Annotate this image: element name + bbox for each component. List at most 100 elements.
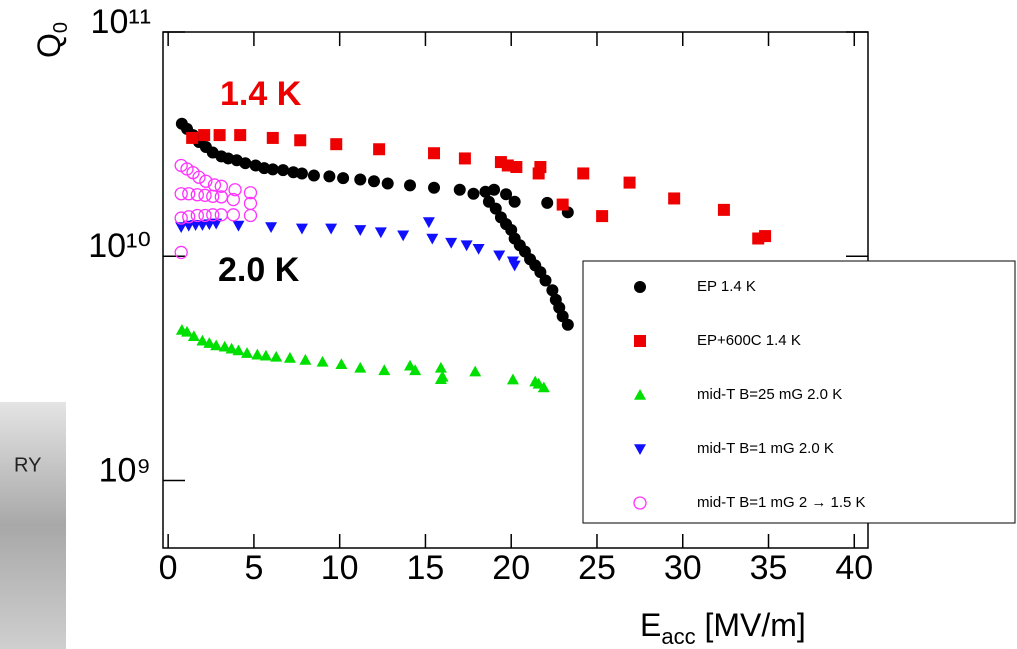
data-point — [500, 188, 513, 201]
data-point — [325, 223, 338, 235]
data-point — [539, 274, 552, 287]
data-point — [299, 353, 312, 365]
data-point — [226, 208, 240, 222]
data-point — [445, 237, 458, 249]
data-point — [243, 208, 258, 223]
x-tick-label: 25 — [578, 549, 616, 587]
data-point — [668, 192, 681, 205]
data-point — [198, 188, 212, 202]
x-tick-label: 10 — [321, 549, 359, 587]
y-axis-label: Q0 — [31, 22, 72, 58]
data-point — [537, 381, 550, 393]
data-point — [243, 186, 258, 200]
data-point — [378, 364, 391, 376]
data-point — [510, 161, 523, 174]
legend-label: mid-T B=25 mG 2.0 K — [697, 386, 842, 403]
data-point — [277, 164, 290, 177]
photo-fragment — [0, 402, 66, 649]
data-point — [354, 361, 367, 373]
data-point — [265, 222, 278, 234]
data-point — [428, 181, 441, 194]
legend-label: EP+600C 1.4 K — [697, 332, 801, 349]
data-point — [508, 260, 521, 272]
data-point — [759, 230, 772, 243]
data-point — [354, 225, 367, 236]
photo-text: RY — [14, 454, 41, 476]
data-point — [232, 220, 245, 232]
x-tick-label: 15 — [407, 549, 445, 587]
data-point — [460, 240, 473, 252]
legend-marker — [634, 281, 646, 293]
data-point — [428, 147, 441, 160]
data-point — [717, 203, 730, 216]
data-point — [472, 243, 485, 255]
data-point — [434, 373, 447, 384]
data-point — [381, 177, 394, 190]
legend-marker — [633, 496, 647, 510]
data-point — [295, 167, 308, 180]
data-point — [294, 134, 307, 147]
data-point — [190, 208, 204, 223]
data-point — [181, 325, 194, 337]
x-tick-label: 20 — [492, 549, 530, 587]
data-point — [214, 179, 228, 193]
data-point — [335, 358, 348, 370]
data-point — [422, 217, 435, 229]
data-point — [206, 189, 220, 203]
legend-label: mid-T B=1 mG 2 → 1.5 K — [697, 494, 866, 511]
data-point — [469, 365, 482, 377]
data-point — [241, 347, 254, 358]
data-point — [467, 187, 480, 200]
data-point — [307, 169, 320, 182]
data-point — [283, 351, 296, 363]
data-point — [182, 210, 196, 224]
x-tick-label: 5 — [244, 549, 263, 587]
data-point — [426, 233, 439, 245]
data-point — [174, 187, 188, 201]
data-point — [596, 210, 609, 223]
data-point — [623, 176, 636, 189]
data-point — [404, 359, 417, 371]
data-point — [493, 250, 506, 262]
data-point — [397, 230, 410, 242]
data-point — [434, 361, 447, 373]
y-tick-label: 10¹¹ — [91, 3, 151, 41]
x-tick-label: 30 — [664, 549, 702, 587]
data-point — [186, 131, 199, 144]
data-point — [546, 284, 559, 297]
data-point — [488, 183, 501, 196]
data-point — [213, 129, 226, 142]
data-point — [374, 227, 387, 239]
legend-marker — [634, 444, 646, 455]
data-point — [198, 129, 211, 142]
data-point — [234, 129, 247, 142]
data-point — [198, 208, 212, 223]
annotation: 2.0 K — [218, 251, 300, 289]
data-point — [225, 342, 238, 354]
data-point — [175, 222, 188, 234]
data-point — [190, 188, 204, 202]
legend-label: mid-T B=1 mG 2.0 K — [697, 440, 834, 457]
data-point — [337, 172, 350, 185]
y-tick-label: 10⁹ — [99, 451, 151, 489]
data-point — [187, 330, 200, 342]
data-point — [404, 179, 417, 192]
legend-box — [582, 260, 1016, 524]
x-label-unit: [MV/m] — [696, 607, 806, 643]
data-point — [228, 183, 242, 197]
data-point — [206, 208, 220, 222]
x-axis-label: Eacc [MV/m] — [640, 607, 806, 648]
data-point — [259, 349, 272, 361]
data-point — [577, 167, 590, 180]
data-point — [458, 152, 471, 165]
data-point — [506, 373, 519, 385]
y-tick-label: 10¹⁰ — [88, 227, 151, 265]
data-point — [226, 192, 240, 207]
data-point — [373, 143, 386, 156]
data-point — [182, 187, 196, 201]
legend-marker — [634, 389, 646, 400]
data-point — [508, 195, 521, 208]
data-point — [251, 348, 264, 360]
